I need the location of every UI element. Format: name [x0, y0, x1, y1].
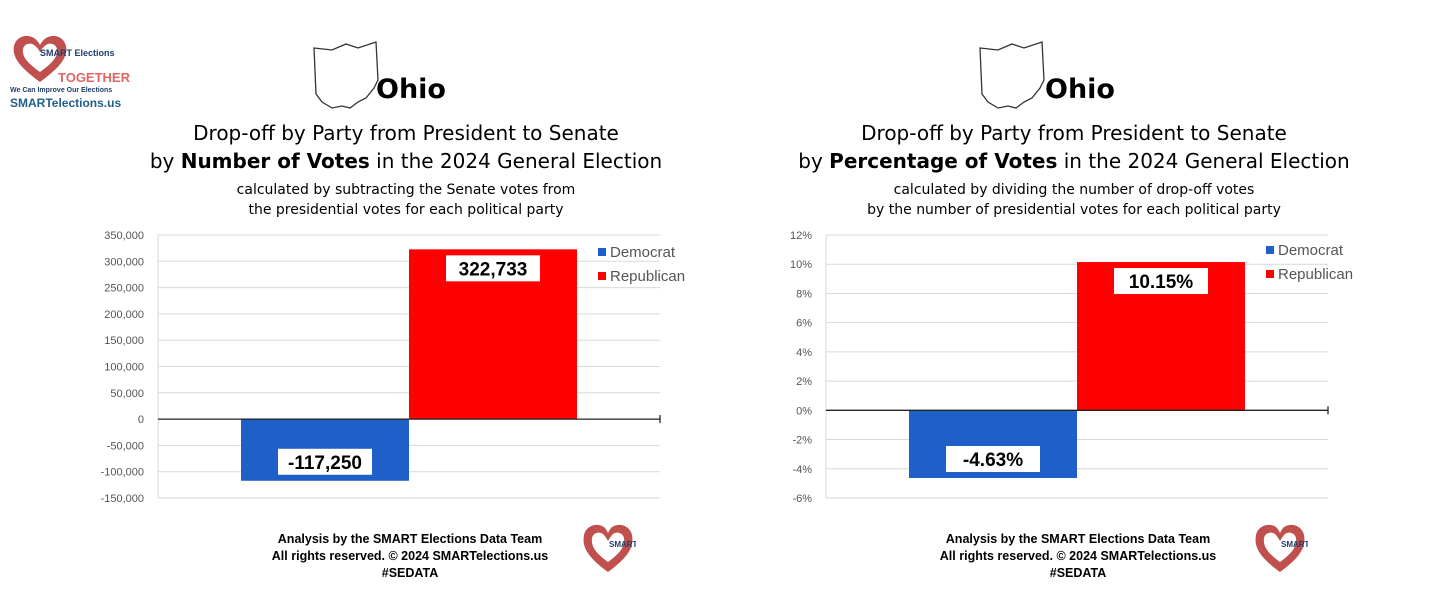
y-tick-label: 150,000: [104, 335, 144, 347]
logo-together: TOGETHER: [58, 70, 130, 85]
legend-swatch: [1266, 246, 1274, 254]
y-tick-label: 0: [138, 414, 144, 426]
subtitle-line-2: the presidential votes for each politica…: [248, 202, 564, 218]
logo-tagline: We Can Improve Our Elections: [10, 87, 113, 94]
footer-logo-text: SMART Elections: [609, 540, 636, 549]
y-tick-label: 300,000: [104, 256, 144, 268]
y-tick-label: -2%: [792, 435, 812, 447]
legend-swatch: [1266, 270, 1274, 278]
footer-heart-logo-icon: SMART Elections: [1255, 524, 1308, 572]
title-emphasis: Number of Votes: [180, 149, 370, 173]
footer-line-2: All rights reserved. © 2024 SMARTelectio…: [939, 549, 1217, 563]
y-tick-label: 12%: [790, 230, 812, 242]
smart-elections-logo: SMART Elections TOGETHER We Can Improve …: [10, 32, 150, 114]
y-tick-label: -150,000: [101, 493, 144, 505]
votes-bar-chart: 350,000 300,000 250,000 200,000 150,000 100,0…: [101, 230, 686, 505]
legend-label: Republican: [1278, 266, 1353, 283]
title-line-2: by Percentage of Votes in the 2024 Gener…: [798, 149, 1350, 173]
y-tick-label: 50,000: [110, 388, 144, 400]
footer-logo-text: SMART Elections: [1281, 540, 1308, 549]
state-name: Ohio: [376, 74, 446, 105]
heart-logo-icon: [13, 35, 67, 82]
y-tick-label: -100,000: [101, 467, 144, 479]
ohio-outline-icon: [979, 41, 1045, 109]
y-tick-label: 200,000: [104, 309, 144, 321]
y-tick-label: -6%: [792, 493, 812, 505]
footer-line-1: Analysis by the SMART Elections Data Tea…: [277, 532, 543, 546]
subtitle-line-1: calculated by subtracting the Senate vot…: [236, 182, 576, 198]
y-tick-label: -4%: [792, 464, 812, 476]
data-label: -117,250: [288, 453, 362, 474]
y-tick-label: 250,000: [104, 283, 144, 295]
y-tick-label: 4%: [796, 347, 812, 359]
title-line-2: by Number of Votes in the 2024 General E…: [149, 149, 663, 173]
state-name: Ohio: [1045, 74, 1115, 105]
data-label: -4.63%: [963, 450, 1023, 471]
footer-heart-logo-icon: SMART Elections: [583, 524, 636, 572]
title-line-1: Drop-off by Party from President to Sena…: [193, 121, 619, 145]
logo-heart-text: SMART Elections: [40, 48, 115, 58]
title-emphasis: Percentage of Votes: [829, 149, 1058, 173]
data-label-box: [446, 255, 540, 282]
footer-line-3: #SEDATA: [381, 566, 439, 580]
chart-panel-percentage: Ohio Drop-off by Party from President to…: [668, 0, 1388, 600]
percentage-bar-chart: 12% 10% 8% 6% 4% 2% 0% -2% -4% -6% -4.63% 10.15% Dem…: [790, 230, 1353, 505]
data-label-box: [278, 448, 372, 475]
subtitle-line-1: calculated by dividing the number of dro…: [893, 182, 1255, 198]
chart-panel-votes: Ohio Drop-off by Party from President to…: [0, 0, 720, 600]
y-tick-label: 350,000: [104, 230, 144, 242]
y-tick-label: -50,000: [107, 440, 144, 452]
y-tick-label: 2%: [796, 376, 812, 388]
data-label-box: [1114, 268, 1208, 295]
ohio-outline-icon: [313, 41, 379, 109]
footer-line-2: All rights reserved. © 2024 SMARTelectio…: [271, 549, 549, 563]
legend-swatch: [598, 248, 606, 256]
subtitle-line-2: by the number of presidential votes for …: [867, 202, 1281, 218]
legend-label: Democrat: [1278, 242, 1344, 259]
y-tick-label: 6%: [796, 318, 812, 330]
legend-label: Republican: [610, 268, 685, 285]
data-label: 322,733: [459, 259, 528, 280]
footer-line-3: #SEDATA: [1049, 566, 1107, 580]
y-tick-label: 100,000: [104, 362, 144, 374]
title-line-1: Drop-off by Party from President to Sena…: [861, 121, 1287, 145]
data-label-box: [946, 445, 1040, 472]
y-tick-label: 0%: [796, 405, 812, 417]
data-label: 10.15%: [1129, 272, 1194, 293]
legend-swatch: [598, 272, 606, 280]
y-tick-label: 10%: [790, 259, 812, 271]
footer-line-1: Analysis by the SMART Elections Data Tea…: [945, 532, 1211, 546]
legend-label: Democrat: [610, 244, 676, 261]
y-tick-label: 8%: [796, 288, 812, 300]
logo-site: SMARTelections.us: [10, 96, 122, 110]
